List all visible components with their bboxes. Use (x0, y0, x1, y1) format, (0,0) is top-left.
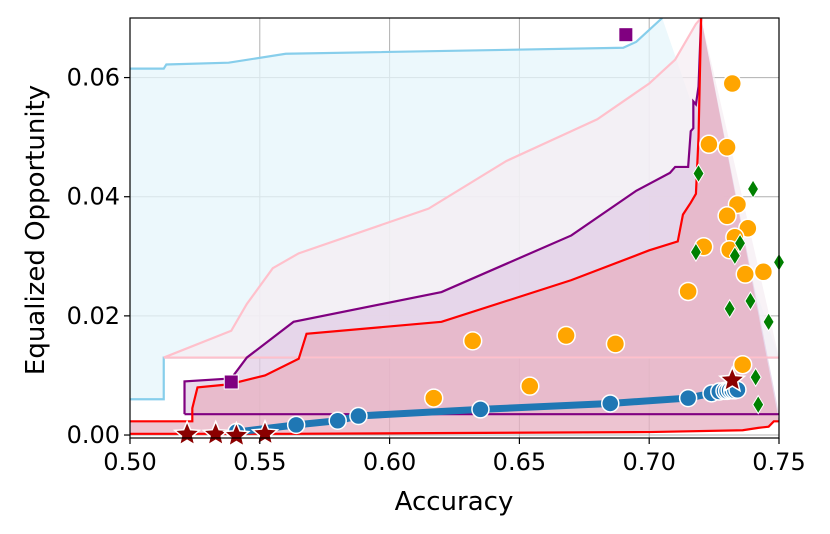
x-tick-label: 0.50 (103, 448, 156, 476)
bands (130, 18, 779, 435)
plot-frame (129, 17, 780, 439)
y-axis-label: Equalized Opportunity (21, 85, 51, 375)
x-tick-label: 0.65 (493, 448, 546, 476)
data-point-diamond (728, 245, 741, 266)
x-axis-label: Accuracy (395, 487, 514, 517)
frontier-upper-line (130, 18, 703, 423)
data-point-diamond (723, 298, 736, 319)
data-point-star (201, 419, 230, 447)
y-tick-label: 0.00 (67, 421, 120, 449)
data-point-circle (286, 415, 306, 435)
data-point-circle (349, 406, 368, 426)
frontier-upper-line (183, 18, 703, 415)
data-point-circle (471, 400, 490, 419)
data-point-diamond (746, 179, 760, 199)
data-point-circle (722, 73, 743, 94)
data-point-square (618, 27, 634, 43)
data-point-circle (699, 134, 719, 155)
data-point-circle (717, 206, 737, 226)
data-point-diamond (744, 291, 757, 311)
data-point-circle (601, 394, 620, 413)
data-point-diamond (762, 311, 775, 332)
data-point-circle (520, 376, 540, 396)
markers (172, 27, 786, 448)
data-point-diamond (752, 394, 765, 415)
frontier-upper-line (130, 18, 663, 70)
data-point-circle (328, 411, 347, 430)
y-tick-label: 0.04 (67, 183, 120, 211)
data-point-circle (556, 325, 576, 346)
data-point-circle (732, 354, 753, 375)
x-tick-label: 0.60 (363, 448, 416, 476)
data-point-diamond (692, 163, 705, 184)
x-tick-label: 0.75 (752, 448, 805, 476)
data-point-circle (753, 262, 774, 282)
data-point-circle (678, 281, 698, 302)
y-ticks: 0.00 0.02 0.04 0.06 (67, 64, 130, 449)
x-tick-label: 0.70 (622, 448, 675, 476)
data-point-star (222, 420, 251, 448)
data-point-circle (462, 331, 483, 351)
data-point-circle (423, 388, 444, 408)
data-point-square (223, 374, 239, 390)
data-point-star (172, 419, 202, 447)
data-point-diamond (733, 233, 747, 254)
x-tick-label: 0.55 (233, 448, 286, 476)
y-tick-label: 0.06 (67, 64, 120, 92)
frontier-upper-line (163, 18, 702, 359)
data-point-circle (735, 264, 756, 284)
data-point-diamond (749, 367, 762, 388)
frontier-band (130, 18, 779, 434)
data-point-circle (605, 334, 626, 354)
x-ticks: 0.50 0.55 0.60 0.65 0.70 0.75 (103, 438, 806, 476)
data-point-circle (678, 388, 698, 408)
data-point-diamond (689, 242, 703, 263)
data-point-star (718, 365, 747, 393)
data-point-circle (717, 137, 737, 158)
y-tick-label: 0.02 (67, 302, 120, 330)
frontier-lower-line (130, 420, 779, 435)
